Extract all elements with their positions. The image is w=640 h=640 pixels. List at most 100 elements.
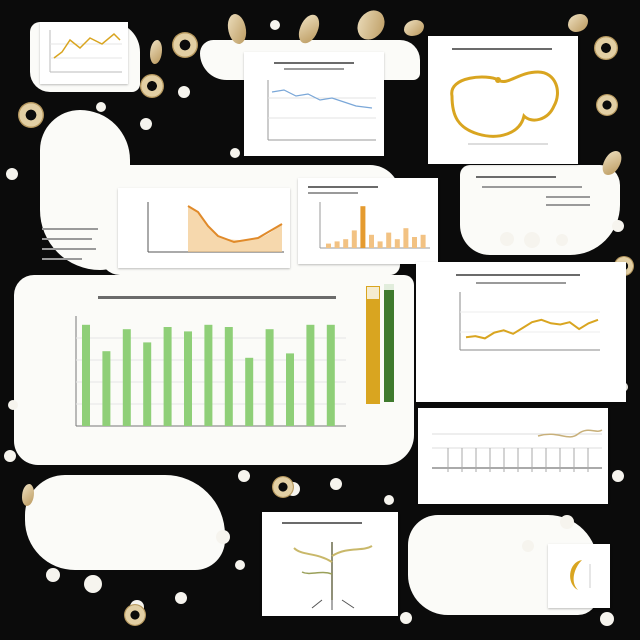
main-chart-bar xyxy=(326,324,335,426)
main-chart-bar xyxy=(184,331,192,426)
dot xyxy=(500,232,514,246)
orange-area-chart xyxy=(147,202,284,253)
seed-icon xyxy=(600,148,624,178)
chart-subtitle-scribble xyxy=(308,192,358,194)
text-line xyxy=(546,196,590,198)
ring-seed-icon xyxy=(140,74,164,98)
ring-seed-icon xyxy=(272,476,294,498)
seed-icon xyxy=(568,14,588,32)
main-chart-title-scribble xyxy=(98,296,336,299)
dot xyxy=(612,220,624,232)
upper-line-chart-card xyxy=(244,52,384,156)
ring-seed-icon xyxy=(594,36,618,60)
mini-chart-bar xyxy=(420,234,426,248)
main-chart-bar xyxy=(143,342,152,426)
mini-line-chart-card xyxy=(40,22,128,84)
paper-blob-bottom-left xyxy=(25,475,225,570)
dot xyxy=(384,495,394,505)
chart-subtitle-scribble xyxy=(476,282,566,284)
dot xyxy=(330,478,342,490)
crescent-seed-icon xyxy=(570,560,591,590)
dot xyxy=(216,530,230,544)
mini-chart-bar xyxy=(369,234,374,248)
mini-chart-bar xyxy=(360,206,366,248)
gold-gauge-fill xyxy=(367,298,379,403)
mini-chart-bar xyxy=(351,230,357,248)
seed-icon xyxy=(150,40,162,64)
right-strip-chart-card xyxy=(418,408,608,504)
main-chart-bar xyxy=(224,327,233,426)
main-bar-chart xyxy=(75,316,346,427)
dot xyxy=(400,612,412,624)
main-chart-bar xyxy=(245,357,254,426)
upper-line-chart xyxy=(267,80,376,141)
dot xyxy=(230,148,240,158)
dot xyxy=(4,450,16,462)
text-line xyxy=(476,176,556,178)
text-line xyxy=(42,228,98,230)
right-chart-line xyxy=(465,318,599,340)
dot xyxy=(140,118,152,130)
dot xyxy=(178,86,190,98)
plant-card xyxy=(262,512,398,616)
gold-loop-chart-icon xyxy=(450,70,559,145)
dot xyxy=(8,400,18,410)
gold-gauge xyxy=(366,286,380,404)
mini-bar-chart-card xyxy=(298,178,438,264)
mini-line-chart xyxy=(49,30,122,73)
dot xyxy=(84,575,102,593)
mini-chart-bar xyxy=(343,239,349,248)
seed-icon xyxy=(404,20,424,36)
dot xyxy=(238,470,250,482)
main-chart-bar xyxy=(286,353,294,426)
text-line xyxy=(42,258,82,260)
mini-chart-bar xyxy=(377,241,383,248)
text-line xyxy=(482,186,582,188)
paper-blob-left-body xyxy=(14,275,414,465)
main-chart-bar xyxy=(163,327,172,426)
dot xyxy=(556,234,568,246)
main-bar-chart-card xyxy=(46,286,366,458)
ring-seed-icon xyxy=(18,102,44,128)
right-strip-chart xyxy=(432,429,603,472)
green-gauge-fill xyxy=(384,289,394,402)
plant-sprout-icon xyxy=(293,542,373,610)
chart-title-scribble xyxy=(452,48,552,50)
paper-blob-right-mid xyxy=(460,165,620,255)
right-line-chart xyxy=(459,292,600,351)
main-chart-bar xyxy=(265,329,274,426)
dot xyxy=(270,20,280,30)
text-line xyxy=(546,204,590,206)
text-line xyxy=(42,238,92,240)
main-chart-bar xyxy=(122,329,131,426)
dot xyxy=(560,515,574,529)
main-chart-bar xyxy=(82,324,90,426)
dot xyxy=(235,560,245,570)
seed-icon xyxy=(351,6,391,44)
bottom-right-card xyxy=(548,544,610,608)
dot xyxy=(612,470,624,482)
right-line-chart-card xyxy=(416,262,626,402)
dot xyxy=(600,612,614,626)
dot xyxy=(175,592,187,604)
ring-seed-icon xyxy=(124,604,146,626)
gold-loop-chart-card xyxy=(428,36,578,164)
chart-title-scribble xyxy=(282,522,362,524)
mini-chart-bar xyxy=(394,239,400,248)
orange-area-chart-card xyxy=(118,188,290,268)
dot xyxy=(522,540,534,552)
mini-chart-bar xyxy=(326,243,331,248)
seed-icon xyxy=(22,484,34,506)
chart-title-scribble xyxy=(456,274,580,276)
main-chart-bar xyxy=(306,324,315,426)
dot xyxy=(6,168,18,180)
text-line xyxy=(42,248,96,250)
mini-chart-bar xyxy=(403,228,409,248)
right-text-card xyxy=(462,168,602,228)
left-text-card xyxy=(38,208,102,270)
chart-title-scribble xyxy=(274,62,354,64)
mini-chart-bar xyxy=(334,241,340,248)
main-chart-bar xyxy=(204,324,213,426)
mini-chart-bar xyxy=(386,232,392,248)
chart-subtitle-scribble xyxy=(284,68,344,70)
